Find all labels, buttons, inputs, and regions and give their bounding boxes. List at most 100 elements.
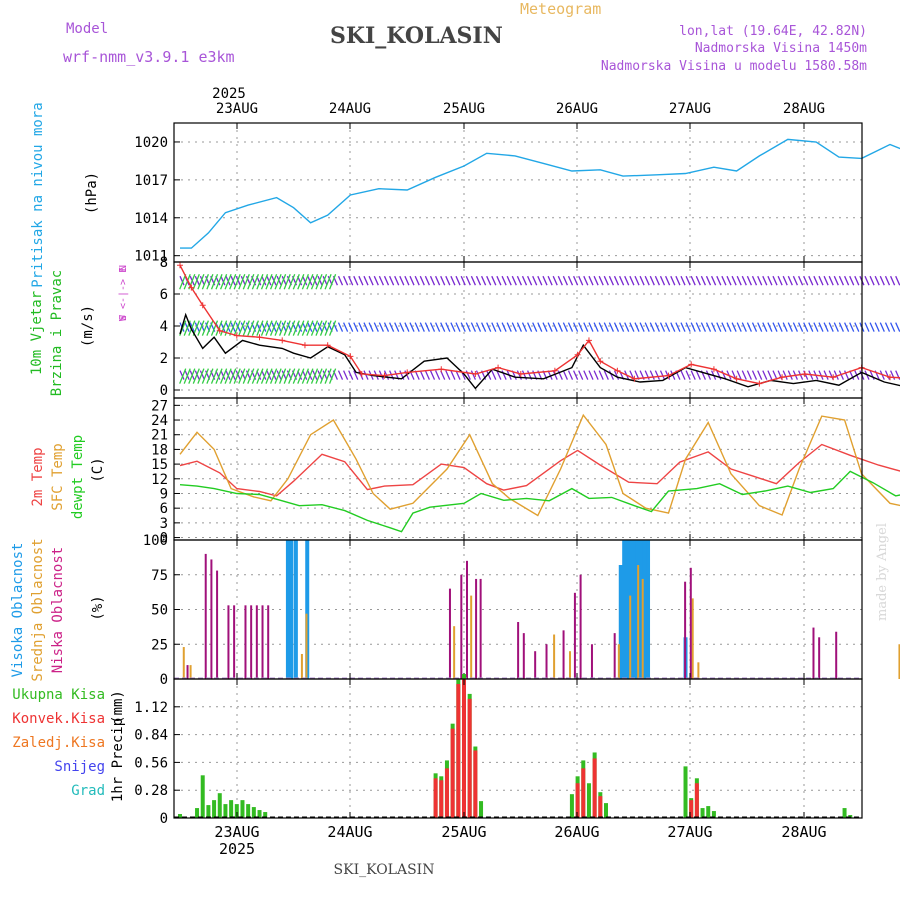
bar-konvek-kisa	[462, 679, 466, 818]
bar-konvek-kisa	[444, 768, 449, 818]
y-tick-label: 3	[160, 516, 168, 532]
bar-visoka-oblacnost	[639, 540, 644, 679]
bar-niska-oblacnost	[517, 622, 520, 679]
bar-niska-oblacnost	[812, 627, 815, 679]
bar-niska-oblacnost	[613, 633, 616, 679]
station-title: SKI_KOLASIN	[330, 23, 503, 49]
y-tick-label: 1017	[134, 173, 168, 189]
top-year-label: 2025	[212, 86, 246, 102]
gust-marker	[801, 371, 808, 377]
y-tick-label: 0.56	[134, 755, 168, 771]
bottom-day-label: 24AUG	[327, 823, 372, 841]
bar-konvek-kisa	[467, 698, 472, 818]
chart-panels: 1011101410171020024680369121518212427025…	[134, 122, 900, 827]
wind-barb-band-strong	[179, 273, 337, 290]
model-label: Model	[66, 21, 108, 37]
top-day-labels: 23AUG 24AUG 25AUG 26AUG 27AUG 28AUG	[216, 101, 825, 117]
bar-srednja-oblacnost	[898, 644, 900, 679]
bar-ukupna-kisa	[683, 766, 688, 818]
wind-ylabel: (m/s)	[80, 305, 96, 347]
y-tick-label: 0	[160, 383, 168, 399]
gust-marker	[830, 374, 837, 381]
y-tick-label: 100	[143, 533, 168, 549]
bar-niska-oblacnost	[684, 581, 687, 679]
bottom-day-label: 23AUG	[214, 823, 259, 841]
wind-title: 10m Vjetar	[29, 291, 45, 375]
bar-niska-oblacnost	[210, 559, 213, 679]
y-tick-label: 1.12	[134, 700, 168, 716]
y-tick-label: 15	[151, 457, 168, 473]
series-pritisak-na-nivou-mora	[180, 138, 900, 249]
bar-ukupna-kisa	[251, 807, 256, 818]
bar-srednja-oblacnost	[691, 598, 694, 679]
y-tick-label: 75	[151, 568, 168, 584]
gust-marker	[199, 302, 206, 309]
bar-konvek-kisa	[450, 728, 455, 818]
wind-direction-axis: W <-|-> E	[118, 267, 129, 321]
temp-sfc-title: SFC Temp	[50, 443, 66, 510]
bar-ukupna-kisa	[604, 803, 608, 818]
gust-marker	[358, 371, 365, 377]
y-tick-label: 24	[151, 413, 168, 429]
bar-visoka-oblacnost	[305, 540, 310, 679]
bar-visoka-oblacnost	[622, 540, 627, 679]
gust-marker	[324, 342, 331, 349]
bottom-day-labels: 23AUG 24AUG 25AUG 26AUG 27AUG 28AUG	[214, 823, 826, 841]
bar-visoka-oblacnost	[642, 540, 647, 679]
bar-srednja-oblacnost	[553, 634, 556, 679]
bar-ukupna-kisa	[257, 810, 262, 818]
bar-niska-oblacnost	[267, 605, 270, 679]
bar-srednja-oblacnost	[453, 626, 456, 679]
wind-subtitle: Brzina i Pravac	[49, 270, 65, 396]
bar-srednja-oblacnost	[617, 644, 620, 679]
panel-precip: 0 0.28 0.56 0.84 1.12	[134, 674, 863, 827]
bar-niska-oblacnost	[562, 630, 565, 679]
gust-marker	[404, 369, 411, 376]
bar-niska-oblacnost	[818, 637, 821, 679]
bar-konvek-kisa	[592, 758, 597, 818]
y-tick-label: 50	[151, 603, 168, 619]
y-tick-label: 25	[151, 637, 168, 653]
bar-visoka-oblacnost	[646, 540, 651, 679]
bar-ukupna-kisa	[229, 800, 234, 818]
y-tick-label: 0	[160, 531, 168, 547]
bottom-year-label: 2025	[219, 840, 255, 858]
y-tick-label: 27	[151, 398, 168, 414]
gust-marker	[779, 374, 786, 381]
bar-ukupna-kisa	[842, 808, 847, 818]
bar-ukupna-kisa	[246, 804, 251, 818]
cloud-low-title: Niska Oblacnost	[50, 547, 66, 673]
gust-marker	[597, 358, 604, 365]
series-2m-temp	[179, 443, 900, 497]
bar-ukupna-kisa	[479, 801, 484, 818]
gust-marker	[756, 380, 763, 387]
bar-ukupna-kisa	[217, 793, 222, 818]
bar-srednja-oblacnost	[189, 665, 192, 679]
y-tick-label: 1014	[134, 211, 168, 227]
model-value: wrf-nmm_v3.9.1 e3km	[63, 48, 235, 66]
gust-marker	[495, 364, 502, 371]
bar-konvek-kisa	[456, 683, 461, 818]
bar-srednja-oblacnost	[637, 565, 640, 679]
bar-ukupna-kisa	[206, 805, 211, 818]
y-tick-label: 1011	[134, 249, 168, 265]
bar-konvek-kisa	[439, 780, 444, 818]
precip-legend: Ukupna Kisa Konvek.Kisa Zaledj.Kisa Snijeg G…	[12, 687, 105, 799]
precip-legend-item: Snijeg	[54, 759, 105, 775]
bar-niska-oblacnost	[216, 570, 219, 679]
bar-visoka-oblacnost	[625, 540, 630, 679]
bottom-day-label: 26AUG	[554, 823, 599, 841]
y-tick-label: 8	[160, 255, 168, 271]
temp-ylabel: (C)	[90, 457, 106, 482]
gust-marker	[177, 262, 183, 269]
bar-visoka-oblacnost	[618, 565, 623, 679]
gust-marker	[585, 337, 592, 344]
bar-niska-oblacnost	[573, 592, 576, 679]
bar-niska-oblacnost	[460, 574, 463, 679]
bar-niska-oblacnost	[479, 578, 482, 679]
bar-niska-oblacnost	[261, 605, 264, 679]
gust-marker	[381, 372, 388, 379]
bar-niska-oblacnost	[250, 605, 253, 679]
y-tick-label: 0	[160, 811, 168, 827]
series-gust	[179, 264, 900, 385]
